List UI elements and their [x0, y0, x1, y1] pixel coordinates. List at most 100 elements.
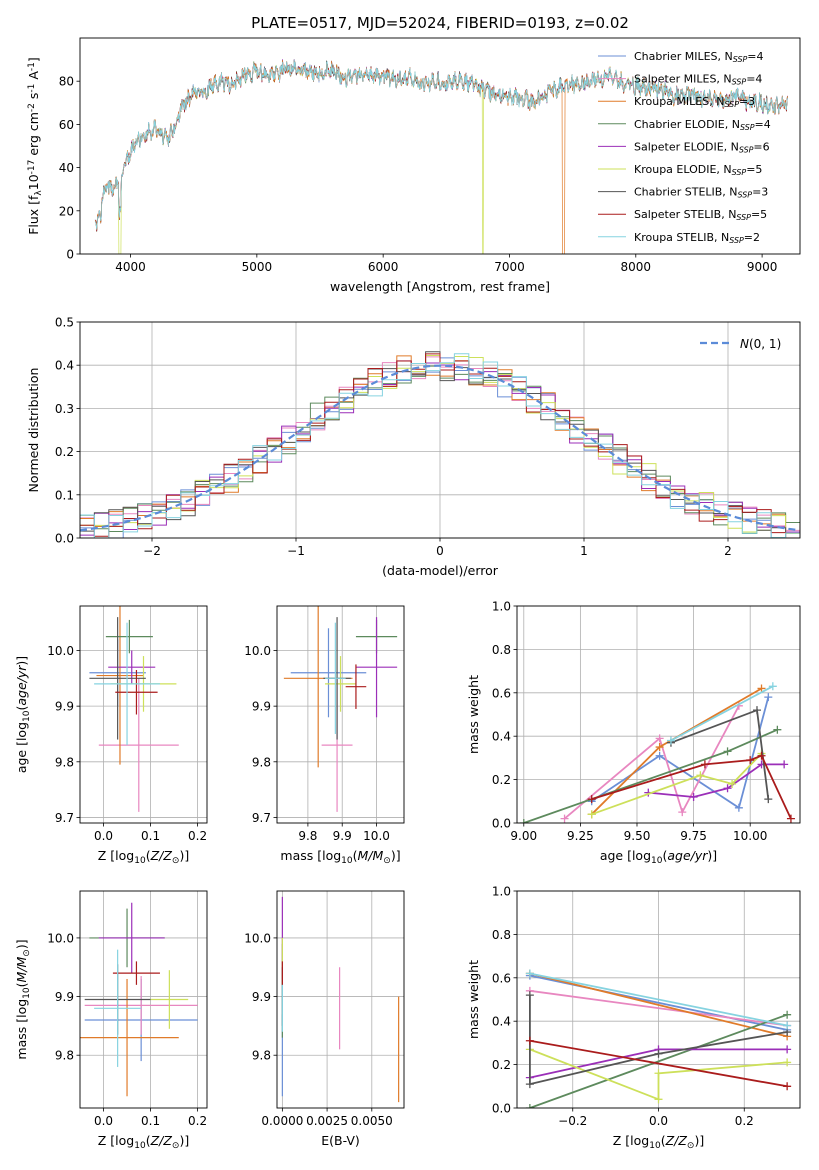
spectrum-series-line — [94, 59, 788, 230]
legend-entry: Chabrier MILES, NSSP=4 — [634, 50, 764, 64]
x-tick-label: 8000 — [621, 260, 652, 274]
y-tick-label: 9.7 — [55, 811, 74, 825]
y-tick-label: 0.2 — [492, 1058, 511, 1072]
y-tick-label: 0.8 — [492, 928, 511, 942]
x-axis-label: Z [log10(Z/Z⊙)] — [98, 1133, 189, 1151]
y-axis-label: age [log10(age/yr)] — [14, 656, 32, 773]
plot-area-mass-vs-EBV — [281, 896, 400, 1103]
x-tick-label: 10.00 — [733, 829, 767, 843]
x-tick-label: 0.0050 — [351, 1114, 393, 1128]
weight-point-marker — [764, 693, 773, 702]
y-tick-label: 9.7 — [252, 811, 271, 825]
legend-entry: Kroupa STELIB, NSSP=2 — [634, 231, 760, 245]
axes-age-vs-Z: 0.0 0.1 0.2 9.7 9.8 9.9 10.0 Z [log10(Z/Z⊙)] age… — [14, 605, 208, 866]
plot-area-age-vs-Z — [89, 606, 179, 812]
x-tick-label: 0.2 — [188, 829, 207, 843]
legend-entry: Salpeter STELIB, NSSP=5 — [634, 208, 767, 222]
weight-point-marker — [783, 1045, 792, 1054]
weight-point-marker — [525, 1104, 534, 1108]
weight-point-marker — [525, 1080, 534, 1089]
plot-area-mass-vs-Z — [80, 902, 198, 1097]
y-tick-label: 0.4 — [492, 1015, 511, 1029]
x-tick-label: 2 — [724, 544, 732, 558]
axes-residuals: −2 −1 0 1 2 0.0 0.1 0.2 0.3 0.4 0.5 (data-model)/er… — [26, 316, 801, 578]
y-tick-label: 9.8 — [252, 1049, 271, 1063]
weight-point-marker — [655, 734, 664, 743]
weight-point-marker — [689, 792, 698, 801]
weight-point-marker — [734, 803, 743, 812]
plot-area-weight-vs-age — [519, 682, 795, 823]
x-tick-label: 0.0000 — [261, 1114, 303, 1128]
y-tick-label: 9.8 — [55, 1049, 74, 1063]
y-tick-label: 10.0 — [47, 644, 74, 658]
y-tick-label: 0.5 — [55, 316, 74, 330]
axes-spectrum: 4000 5000 6000 7000 8000 9000 0 20 40 60 80 wavelen… — [26, 37, 801, 294]
y-tick-label: 0.4 — [492, 730, 511, 744]
legend-entry: Salpeter ELODIE, NSSP=6 — [634, 140, 770, 154]
weight-point-marker — [696, 771, 705, 780]
axes-mass-vs-EBV: 0.0000 0.0025 0.0050 9.8 9.9 10.0 E(B-V) — [244, 890, 405, 1148]
y-tick-label: 0.2 — [55, 445, 74, 459]
x-tick-label: −0.2 — [558, 1114, 587, 1128]
y-tick-label: 40 — [59, 161, 74, 175]
x-tick-label: 9.25 — [567, 829, 594, 843]
y-tick-label: 0.0 — [492, 817, 511, 831]
weight-point-marker — [786, 814, 795, 823]
weight-series-line — [529, 1013, 788, 1108]
weight-point-marker — [783, 1021, 792, 1030]
x-axis-label: wavelength [Angstrom, rest frame] — [330, 279, 550, 294]
weight-point-marker — [654, 1095, 663, 1104]
y-tick-label: 60 — [59, 118, 74, 132]
y-tick-label: 0.0 — [55, 532, 74, 546]
x-axis-label: mass [log10(M/M⊙)] — [280, 848, 400, 866]
weight-point-marker — [764, 795, 773, 804]
plot-area-weight-vs-Z — [525, 969, 792, 1108]
weight-point-marker — [560, 814, 569, 823]
x-tick-label: 0 — [436, 544, 444, 558]
weight-point-marker — [723, 747, 732, 756]
legend-entry: Kroupa ELODIE, NSSP=5 — [634, 163, 762, 177]
x-tick-label: 1 — [580, 544, 588, 558]
x-tick-label: 0.0 — [94, 829, 113, 843]
y-tick-label: 0.3 — [55, 402, 74, 416]
x-tick-label: 9000 — [747, 260, 778, 274]
axes-frame — [79, 605, 208, 824]
y-tick-label: 0.8 — [492, 643, 511, 657]
y-axis-label: mass weight — [466, 675, 481, 754]
y-tick-label: 10.0 — [47, 931, 74, 945]
weight-point-marker — [773, 725, 782, 734]
axes-weight-vs-Z: −0.2 0.0 0.2 0.0 0.2 0.4 0.6 0.8 1.0 Z [log10(Z/Z… — [466, 885, 801, 1151]
y-tick-label: 9.8 — [252, 755, 271, 769]
x-axis-label: Z [log10(Z/Z⊙)] — [98, 848, 189, 866]
weight-point-marker — [768, 682, 777, 691]
weight-point-marker — [757, 751, 766, 760]
y-tick-label: 9.9 — [252, 990, 271, 1004]
y-tick-label: 0.2 — [492, 773, 511, 787]
weight-point-marker — [587, 795, 596, 804]
x-tick-label: 0.0025 — [306, 1114, 348, 1128]
y-tick-label: 0.6 — [492, 686, 511, 700]
weight-point-marker — [780, 760, 789, 769]
weight-point-marker — [525, 969, 534, 978]
weight-point-marker — [666, 736, 675, 745]
legend-entry: Chabrier STELIB, NSSP=3 — [634, 186, 768, 200]
weight-point-marker — [655, 751, 664, 760]
axes-weight-vs-age: 9.00 9.25 9.50 9.75 10.00 0.0 0.2 0.4 0.6 0.8 1.0 a… — [466, 600, 801, 866]
axes-frame — [79, 321, 801, 539]
normal-reference-curve — [80, 364, 798, 532]
legend-entry: Kroupa MILES, NSSP=3 — [634, 95, 755, 109]
x-tick-label: 0.0 — [94, 1114, 113, 1128]
x-axis-label: Z [log10(Z/Z⊙)] — [613, 1133, 704, 1151]
grid-mass-vs-EBV — [277, 891, 404, 1108]
weight-series-line — [591, 752, 763, 816]
y-tick-label: 1.0 — [492, 600, 511, 614]
y-tick-label: 9.8 — [55, 755, 74, 769]
weight-series-line — [529, 972, 788, 1038]
grid-age-vs-mass — [277, 606, 404, 823]
y-tick-label: 9.9 — [55, 700, 74, 714]
axes-frame — [516, 605, 801, 824]
weight-point-marker — [654, 1049, 663, 1058]
x-axis-label: age [log10(age/yr)] — [600, 848, 717, 866]
y-tick-label: 0 — [66, 248, 74, 262]
